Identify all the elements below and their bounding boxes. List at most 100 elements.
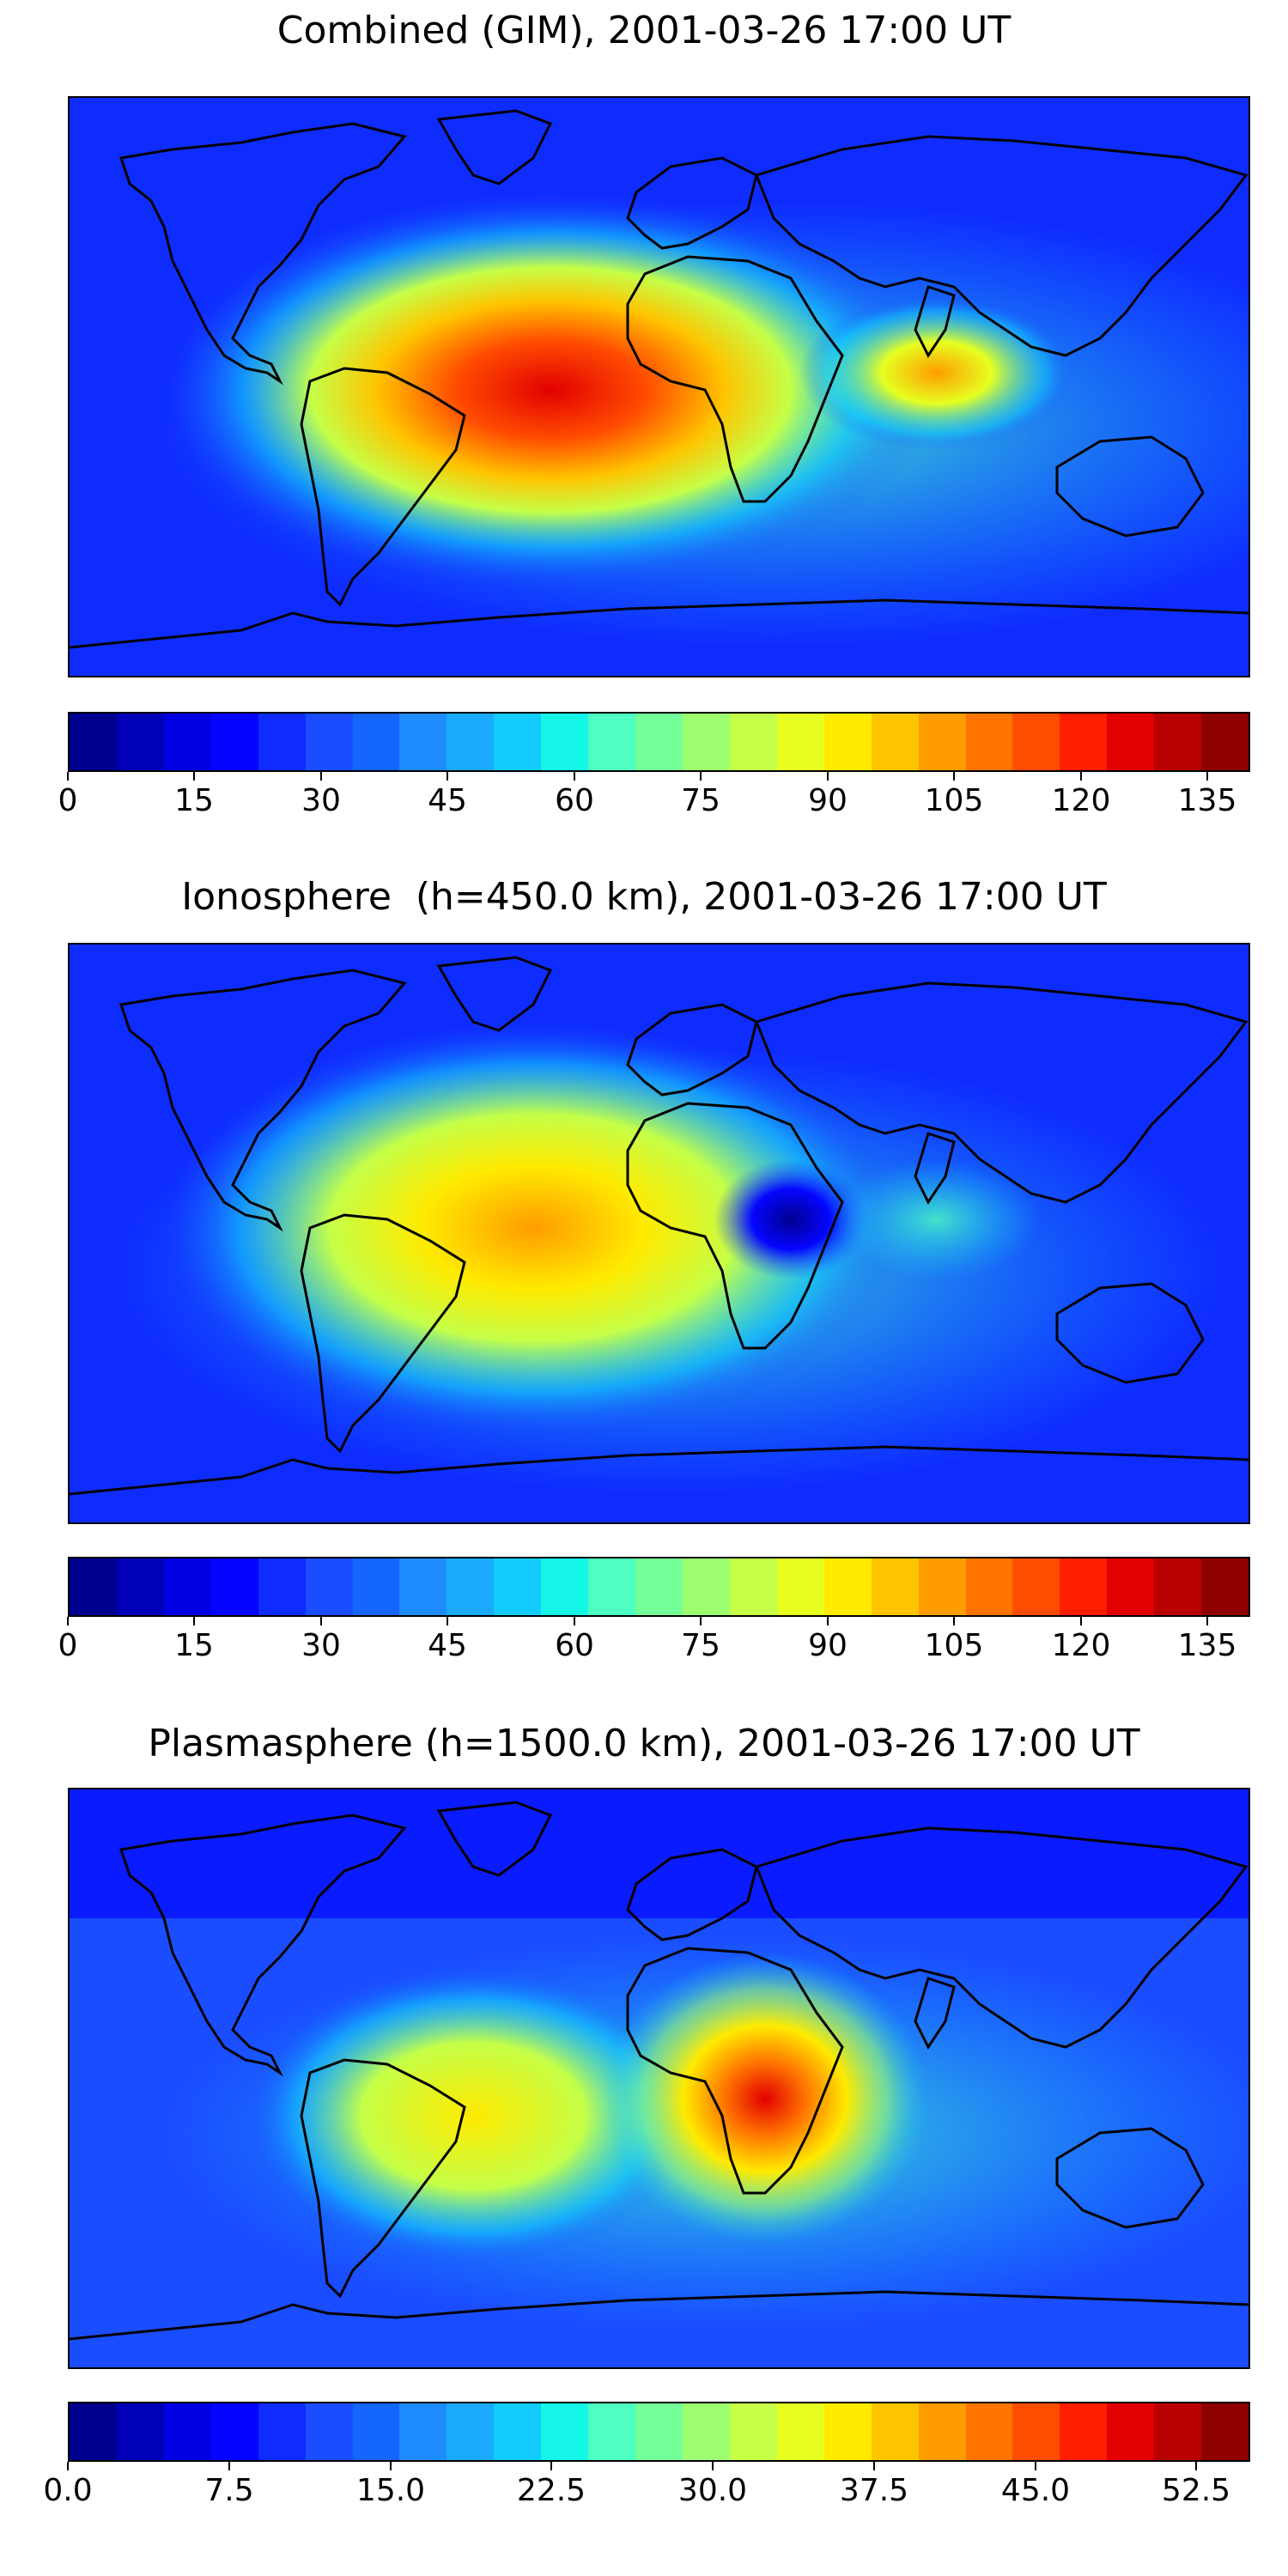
colorbar-segment — [776, 714, 824, 770]
tick-label: 60 — [555, 1628, 594, 1663]
colorbar-segment — [447, 2403, 495, 2460]
colorbar-segment — [1012, 714, 1060, 770]
colorbar-segment — [163, 1558, 211, 1615]
panel-2-colorbar — [68, 1557, 1250, 1617]
tick-label: 15 — [174, 783, 214, 818]
tick-label: 90 — [808, 783, 848, 818]
panel-1-map-svg — [70, 98, 1249, 676]
panel-1-colorbar-ticks: 0 15 30 45 60 75 90 105 120 135 — [58, 772, 1250, 823]
colorbar-segment — [588, 1558, 636, 1615]
colorbar-segment — [1154, 1558, 1202, 1615]
tick-label: 135 — [1177, 783, 1237, 818]
colorbar-segment — [116, 714, 164, 770]
colorbar-segment — [1107, 2403, 1155, 2460]
colorbar-segment — [305, 1558, 353, 1615]
colorbar-segment — [163, 2403, 211, 2460]
tick-label: 60 — [555, 783, 594, 818]
panel-3-title: Plasmasphere (h=1500.0 km), 2001-03-26 1… — [148, 1722, 1140, 1765]
tick-label: 30 — [301, 783, 341, 818]
panel-2-map — [68, 943, 1250, 1524]
panel-2-colorbar-ticks: 0 15 30 45 60 75 90 105 120 135 — [58, 1617, 1250, 1668]
tick-label: 30 — [301, 1628, 341, 1663]
colorbar-segment — [776, 1558, 824, 1615]
colorbar-segment — [871, 2403, 919, 2460]
colorbar-segment — [210, 714, 258, 770]
colorbar-segment — [541, 2403, 589, 2460]
colorbar-segment — [588, 714, 636, 770]
colorbar-segment — [965, 1558, 1013, 1615]
panel-2-title: Ionosphere (h=450.0 km), 2001-03-26 17:0… — [181, 875, 1107, 919]
colorbar-segment — [1107, 714, 1155, 770]
colorbar-segment — [965, 714, 1013, 770]
colorbar-segment — [729, 1558, 777, 1615]
colorbar-segment — [541, 714, 589, 770]
panel-1-map — [68, 96, 1250, 677]
colorbar-segment — [70, 1558, 117, 1615]
colorbar-segment — [1201, 714, 1249, 770]
colorbar-segment — [823, 714, 872, 770]
tick-label: 75 — [681, 1628, 720, 1663]
panel-3-colorbar-ticks: 0.0 7.5 15.0 22.5 30.0 37.5 45.0 52.5 — [43, 2462, 1250, 2513]
colorbar-segment — [494, 1558, 542, 1615]
colorbar-segment — [635, 1558, 683, 1615]
tick-label: 52.5 — [1161, 2473, 1231, 2508]
colorbar-segment — [352, 714, 400, 770]
colorbar-segment — [776, 2403, 824, 2460]
tick-label: 45.0 — [1000, 2473, 1071, 2508]
tick-label: 22.5 — [516, 2473, 586, 2508]
colorbar-segment — [965, 2403, 1013, 2460]
panel-3-map-svg — [70, 1789, 1249, 2367]
colorbar-segment — [116, 2403, 164, 2460]
colorbar-segment — [635, 714, 683, 770]
colorbar-segment — [258, 1558, 306, 1615]
colorbar-segment — [1201, 1558, 1249, 1615]
panel-1-title: Combined (GIM), 2001-03-26 17:00 UT — [276, 9, 1012, 52]
colorbar-segment — [447, 1558, 495, 1615]
tick-label: 37.5 — [839, 2473, 909, 2508]
colorbar-segment — [305, 2403, 353, 2460]
colorbar-segment — [682, 714, 730, 770]
panel-3-map — [68, 1788, 1250, 2369]
colorbar-segment — [1012, 1558, 1060, 1615]
tick-label: 45 — [428, 783, 467, 818]
colorbar-segment — [729, 714, 777, 770]
panel-3-colorbar — [68, 2402, 1250, 2462]
tick-label: 0.0 — [43, 2473, 93, 2508]
colorbar-segment — [918, 1558, 966, 1615]
colorbar-segment — [70, 2403, 117, 2460]
colorbar-segment — [494, 714, 542, 770]
colorbar-segment — [210, 1558, 258, 1615]
colorbar-segment — [1154, 2403, 1202, 2460]
colorbar-segment — [1060, 2403, 1108, 2460]
colorbar-segment — [352, 2403, 400, 2460]
tick-label: 0 — [58, 1628, 78, 1663]
tick-label: 135 — [1177, 1628, 1237, 1663]
colorbar-segment — [1060, 1558, 1108, 1615]
colorbar-segment — [541, 1558, 589, 1615]
colorbar-segment — [823, 2403, 872, 2460]
colorbar-segment — [918, 714, 966, 770]
tick-label: 0 — [58, 783, 78, 818]
colorbar-segment — [588, 2403, 636, 2460]
colorbar-segment — [258, 714, 306, 770]
colorbar-segment — [1154, 714, 1202, 770]
colorbar-segment — [635, 2403, 683, 2460]
colorbar-segment — [116, 1558, 164, 1615]
colorbar-segment — [399, 714, 447, 770]
tick-label: 105 — [924, 1628, 984, 1663]
tick-label: 7.5 — [204, 2473, 254, 2508]
colorbar-segment — [352, 1558, 400, 1615]
tick-label: 105 — [924, 783, 984, 818]
colorbar-segment — [918, 2403, 966, 2460]
panel-2-map-svg — [70, 945, 1249, 1522]
colorbar-segment — [1201, 2403, 1249, 2460]
colorbar-segment — [871, 714, 919, 770]
colorbar-segment — [682, 2403, 730, 2460]
colorbar-segment — [163, 714, 211, 770]
tick-label: 45 — [428, 1628, 467, 1663]
tick-label: 15 — [174, 1628, 214, 1663]
colorbar-segment — [1107, 1558, 1155, 1615]
tick-label: 15.0 — [355, 2473, 426, 2508]
colorbar-segment — [258, 2403, 306, 2460]
colorbar-segment — [1012, 2403, 1060, 2460]
